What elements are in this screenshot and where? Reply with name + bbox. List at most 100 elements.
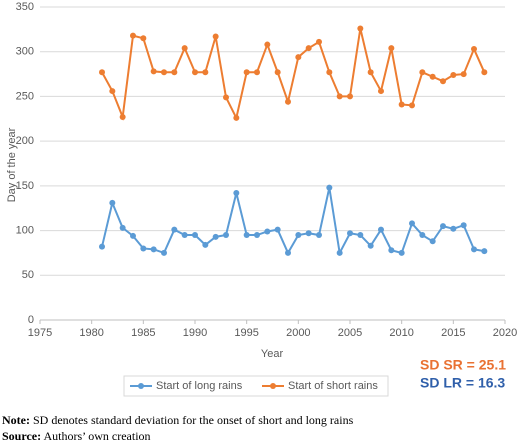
point — [202, 241, 209, 248]
x-tick-label: 2005 — [338, 327, 362, 339]
point — [419, 69, 426, 76]
legend-box — [123, 375, 389, 397]
x-tick-label: 2020 — [493, 327, 517, 339]
chart: Day of the year Year 0 50 100 150 200 250 300 3… — [6, 1, 517, 397]
point — [388, 247, 395, 254]
point — [481, 248, 488, 255]
y-tick-label: 200 — [16, 135, 34, 147]
point — [212, 233, 219, 240]
point — [285, 98, 291, 105]
x-axis-label: Year — [261, 348, 284, 360]
point — [140, 35, 147, 42]
point — [130, 32, 136, 39]
point — [357, 25, 364, 32]
point — [450, 71, 457, 78]
point — [398, 249, 405, 256]
point — [460, 71, 467, 78]
point — [305, 45, 312, 52]
point — [419, 232, 426, 239]
point — [254, 69, 260, 76]
point — [378, 226, 384, 233]
point — [243, 69, 250, 76]
y-tick-label: 350 — [16, 1, 34, 13]
x-tick-label: 1980 — [79, 327, 103, 339]
x-tick-label: 2000 — [286, 327, 310, 339]
note-text: SD denotes standard deviation for the on… — [29, 413, 354, 427]
point — [471, 246, 477, 253]
point — [119, 224, 126, 231]
point — [109, 199, 116, 206]
point — [450, 225, 457, 232]
point — [440, 223, 446, 230]
legend-marker — [270, 383, 276, 389]
point — [471, 46, 477, 53]
y-tick-label: 0 — [28, 314, 34, 326]
legend-marker — [138, 383, 144, 389]
point — [347, 230, 353, 237]
point — [285, 249, 291, 256]
point — [150, 246, 157, 253]
point — [316, 38, 322, 45]
point — [388, 45, 395, 52]
point — [181, 232, 188, 239]
y-tick-label: 250 — [16, 90, 34, 102]
note-label: Note: — [2, 413, 30, 427]
point — [99, 243, 105, 250]
legend-label: Start of long rains — [156, 380, 243, 392]
point — [409, 102, 415, 109]
point — [212, 33, 219, 40]
point — [161, 69, 167, 76]
point — [460, 222, 467, 229]
point — [326, 184, 333, 191]
point — [140, 245, 147, 252]
notes: Note: SD denotes standard deviation for … — [2, 412, 353, 444]
y-axis-label: Day of the year — [6, 127, 18, 202]
x-tick-label: 1985 — [131, 327, 155, 339]
annotation: SD SR = 25.1 — [420, 357, 506, 373]
point — [243, 232, 250, 239]
x-tick-label: 1990 — [183, 327, 207, 339]
point — [99, 69, 105, 76]
point — [233, 114, 240, 121]
point — [264, 228, 271, 235]
y-tick-label: 300 — [16, 46, 34, 58]
x-tick-label: 2015 — [441, 327, 465, 339]
point — [223, 232, 229, 239]
note-label: Source: — [2, 429, 42, 443]
note-text: Authors’ own creation — [41, 429, 151, 443]
point — [109, 88, 116, 95]
point — [295, 232, 302, 239]
point — [181, 45, 188, 52]
point — [150, 68, 157, 75]
point — [233, 190, 240, 197]
point — [429, 73, 436, 80]
point — [336, 249, 343, 256]
series-line — [101, 28, 486, 121]
point — [357, 232, 364, 239]
point — [347, 93, 353, 100]
point — [316, 232, 322, 239]
point — [171, 69, 178, 76]
point — [264, 41, 271, 48]
point — [295, 54, 302, 61]
point — [326, 69, 333, 76]
annotation: SD LR = 16.3 — [420, 375, 505, 391]
y-tick-label: 100 — [16, 224, 34, 236]
point — [171, 226, 178, 233]
point — [367, 69, 374, 76]
point — [367, 242, 374, 249]
x-tick-label: 1975 — [28, 327, 52, 339]
point — [429, 238, 436, 245]
point — [398, 101, 405, 108]
point — [336, 93, 343, 100]
point — [192, 232, 198, 239]
point — [130, 232, 136, 239]
point — [481, 69, 488, 76]
series-line — [101, 187, 485, 257]
note-line: Note: SD denotes standard deviation for … — [2, 412, 353, 428]
x-tick-label: 2010 — [389, 327, 413, 339]
point — [161, 249, 167, 256]
note-line: Source: Authors’ own creation — [2, 428, 353, 444]
point — [440, 78, 446, 85]
